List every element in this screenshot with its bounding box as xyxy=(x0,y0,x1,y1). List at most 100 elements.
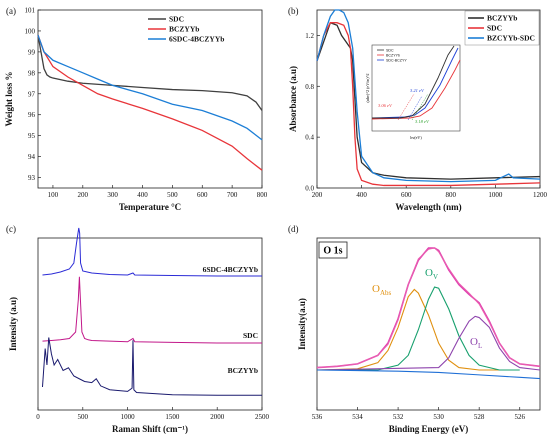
y-tick-label: 97 xyxy=(28,90,36,98)
series-label: SDC xyxy=(243,331,258,340)
panel-letter-b: (b) xyxy=(288,6,299,16)
x-tick-label: 500 xyxy=(167,191,178,199)
x-tick-label: 1500 xyxy=(165,413,180,421)
x-tick-label: 500 xyxy=(78,413,89,421)
x-tick-label: 400 xyxy=(356,191,367,199)
y-tick-label: 95 xyxy=(28,132,36,140)
y-axis-label: Absorbance (a.u) xyxy=(288,66,298,132)
panel-letter-d: (d) xyxy=(288,224,299,234)
x-axis-label: Binding Energy (eV) xyxy=(389,424,469,434)
series-line-6SDC-4BCZYYb xyxy=(37,34,263,141)
series-line-BCZYYb xyxy=(316,21,541,180)
x-tick-label: 200 xyxy=(312,191,323,199)
inset-annotation: 3.21 eV xyxy=(410,88,425,93)
series-line-BCZYYb xyxy=(37,34,263,171)
inset-curve xyxy=(371,59,461,120)
inset-tangent xyxy=(397,93,415,121)
series-line-SDC xyxy=(42,276,262,344)
legend-label: SDC xyxy=(487,24,502,33)
x-tick-label: 532 xyxy=(393,413,404,421)
x-tick-label: 600 xyxy=(401,191,412,199)
series-line-fit xyxy=(316,247,541,369)
x-tick-label: 1000 xyxy=(121,413,136,421)
x-tick-label: 526 xyxy=(514,413,525,421)
series-line-raw xyxy=(316,247,541,369)
series-line-SDC xyxy=(37,35,263,111)
x-tick-label: 528 xyxy=(474,413,485,421)
legend-label: 6SDC-4BCZYYb xyxy=(169,35,224,44)
x-axis-label: Raman Shift (cm⁻¹) xyxy=(112,424,188,434)
y-tick-label: 100 xyxy=(25,27,36,35)
y-tick-label: 93 xyxy=(28,174,36,182)
y-tick-label: 0.0 xyxy=(305,185,314,193)
x-axis-label: Wavelength (nm) xyxy=(395,202,461,212)
panel-a-group: (a) 100 200 300 400 500 600 700 800 93 94 95 96 97 98 9… xyxy=(4,6,268,212)
peak-label-l: OL xyxy=(470,336,482,350)
x-tick-label: 530 xyxy=(433,413,444,421)
series-label: 6SDC-4BCZYYb xyxy=(203,265,258,274)
series-line-O_Abs xyxy=(316,288,500,371)
y-tick-label: 99 xyxy=(28,48,36,56)
y-tick-label: 0.8 xyxy=(305,83,314,91)
x-tick-label: 800 xyxy=(446,191,457,199)
panel-letter-a: (a) xyxy=(6,6,16,16)
x-tick-label: 2500 xyxy=(255,413,270,421)
x-tick-label: 800 xyxy=(257,191,268,199)
y-tick-label: 1.2 xyxy=(305,32,314,40)
legend-label: SDC xyxy=(169,15,184,24)
inset-y-label: (αhv)^2 (eV/m)^2 xyxy=(365,73,370,102)
panel-c-group: (c) 0 500 1000 1500 2000 2500 Raman Shift (cm⁻¹… xyxy=(6,224,270,434)
x-tick-label: 536 xyxy=(312,413,323,421)
y-tick-label: 101 xyxy=(25,7,36,15)
series-line-BZCYYb-SDC xyxy=(316,9,541,183)
legend-label: BCZYYb xyxy=(169,25,199,34)
panel-b-frame xyxy=(316,9,541,189)
legend-label: BZCYYb-SDC xyxy=(487,34,535,43)
inset-legend-label: SDC xyxy=(386,49,394,53)
y-tick-label: 0.4 xyxy=(305,134,314,142)
panel-a-frame xyxy=(37,9,263,189)
x-tick-label: 534 xyxy=(352,413,363,421)
inset-annotation: 3.06 eV xyxy=(378,103,393,108)
title-box xyxy=(318,241,348,259)
series-line-O_V xyxy=(317,286,520,371)
panel-c-frame xyxy=(37,237,263,411)
y-tick-label: 94 xyxy=(28,153,36,161)
panel-d-group: (d) 536 534 532 530 528 526 Binding Energy (eV)… xyxy=(288,224,541,434)
panel-letter-c: (c) xyxy=(6,224,16,234)
y-axis-label: Intensity(a.u) xyxy=(297,298,307,350)
series-line-BCZYYb xyxy=(41,337,262,396)
panel-d-frame xyxy=(316,237,541,411)
x-tick-label: 600 xyxy=(197,191,208,199)
chart-title: O 1s xyxy=(323,246,342,257)
y-tick-label: 98 xyxy=(28,69,36,77)
series-line-background xyxy=(316,369,541,380)
x-tick-label: 1000 xyxy=(488,191,503,199)
x-tick-label: 0 xyxy=(36,413,40,421)
legend-label: BCZYYb xyxy=(487,14,517,23)
inset-tangent xyxy=(411,93,429,121)
inset-curve xyxy=(372,45,455,119)
inset-legend-label: SDC-BCZYY xyxy=(386,59,407,63)
y-axis-label: Weight loss % xyxy=(4,71,14,126)
inset-legend-label: BCZYYb xyxy=(386,54,400,58)
series-line-SDC xyxy=(316,22,541,187)
inset-annotation: 3.18 eV xyxy=(415,119,430,124)
x-tick-label: 1200 xyxy=(533,191,548,199)
inset-tangent xyxy=(407,95,423,121)
peak-label-abs: OAbs xyxy=(372,283,392,297)
y-axis-label: Intensity (a.u) xyxy=(8,297,18,351)
x-tick-label: 700 xyxy=(227,191,238,199)
x-tick-label: 400 xyxy=(137,191,148,199)
x-tick-label: 200 xyxy=(78,191,89,199)
x-tick-label: 100 xyxy=(48,191,59,199)
series-line-O_L xyxy=(316,315,541,371)
x-tick-label: 2000 xyxy=(210,413,225,421)
inset-x-label: hv(eV) xyxy=(410,135,422,140)
x-tick-label: 300 xyxy=(107,191,118,199)
x-axis-label: Temperature °C xyxy=(119,202,181,212)
panel-b-group: (b) 200 400 600 800 1000 1200 0.0 0.4 0.8 1.2 Wavel… xyxy=(288,6,548,212)
